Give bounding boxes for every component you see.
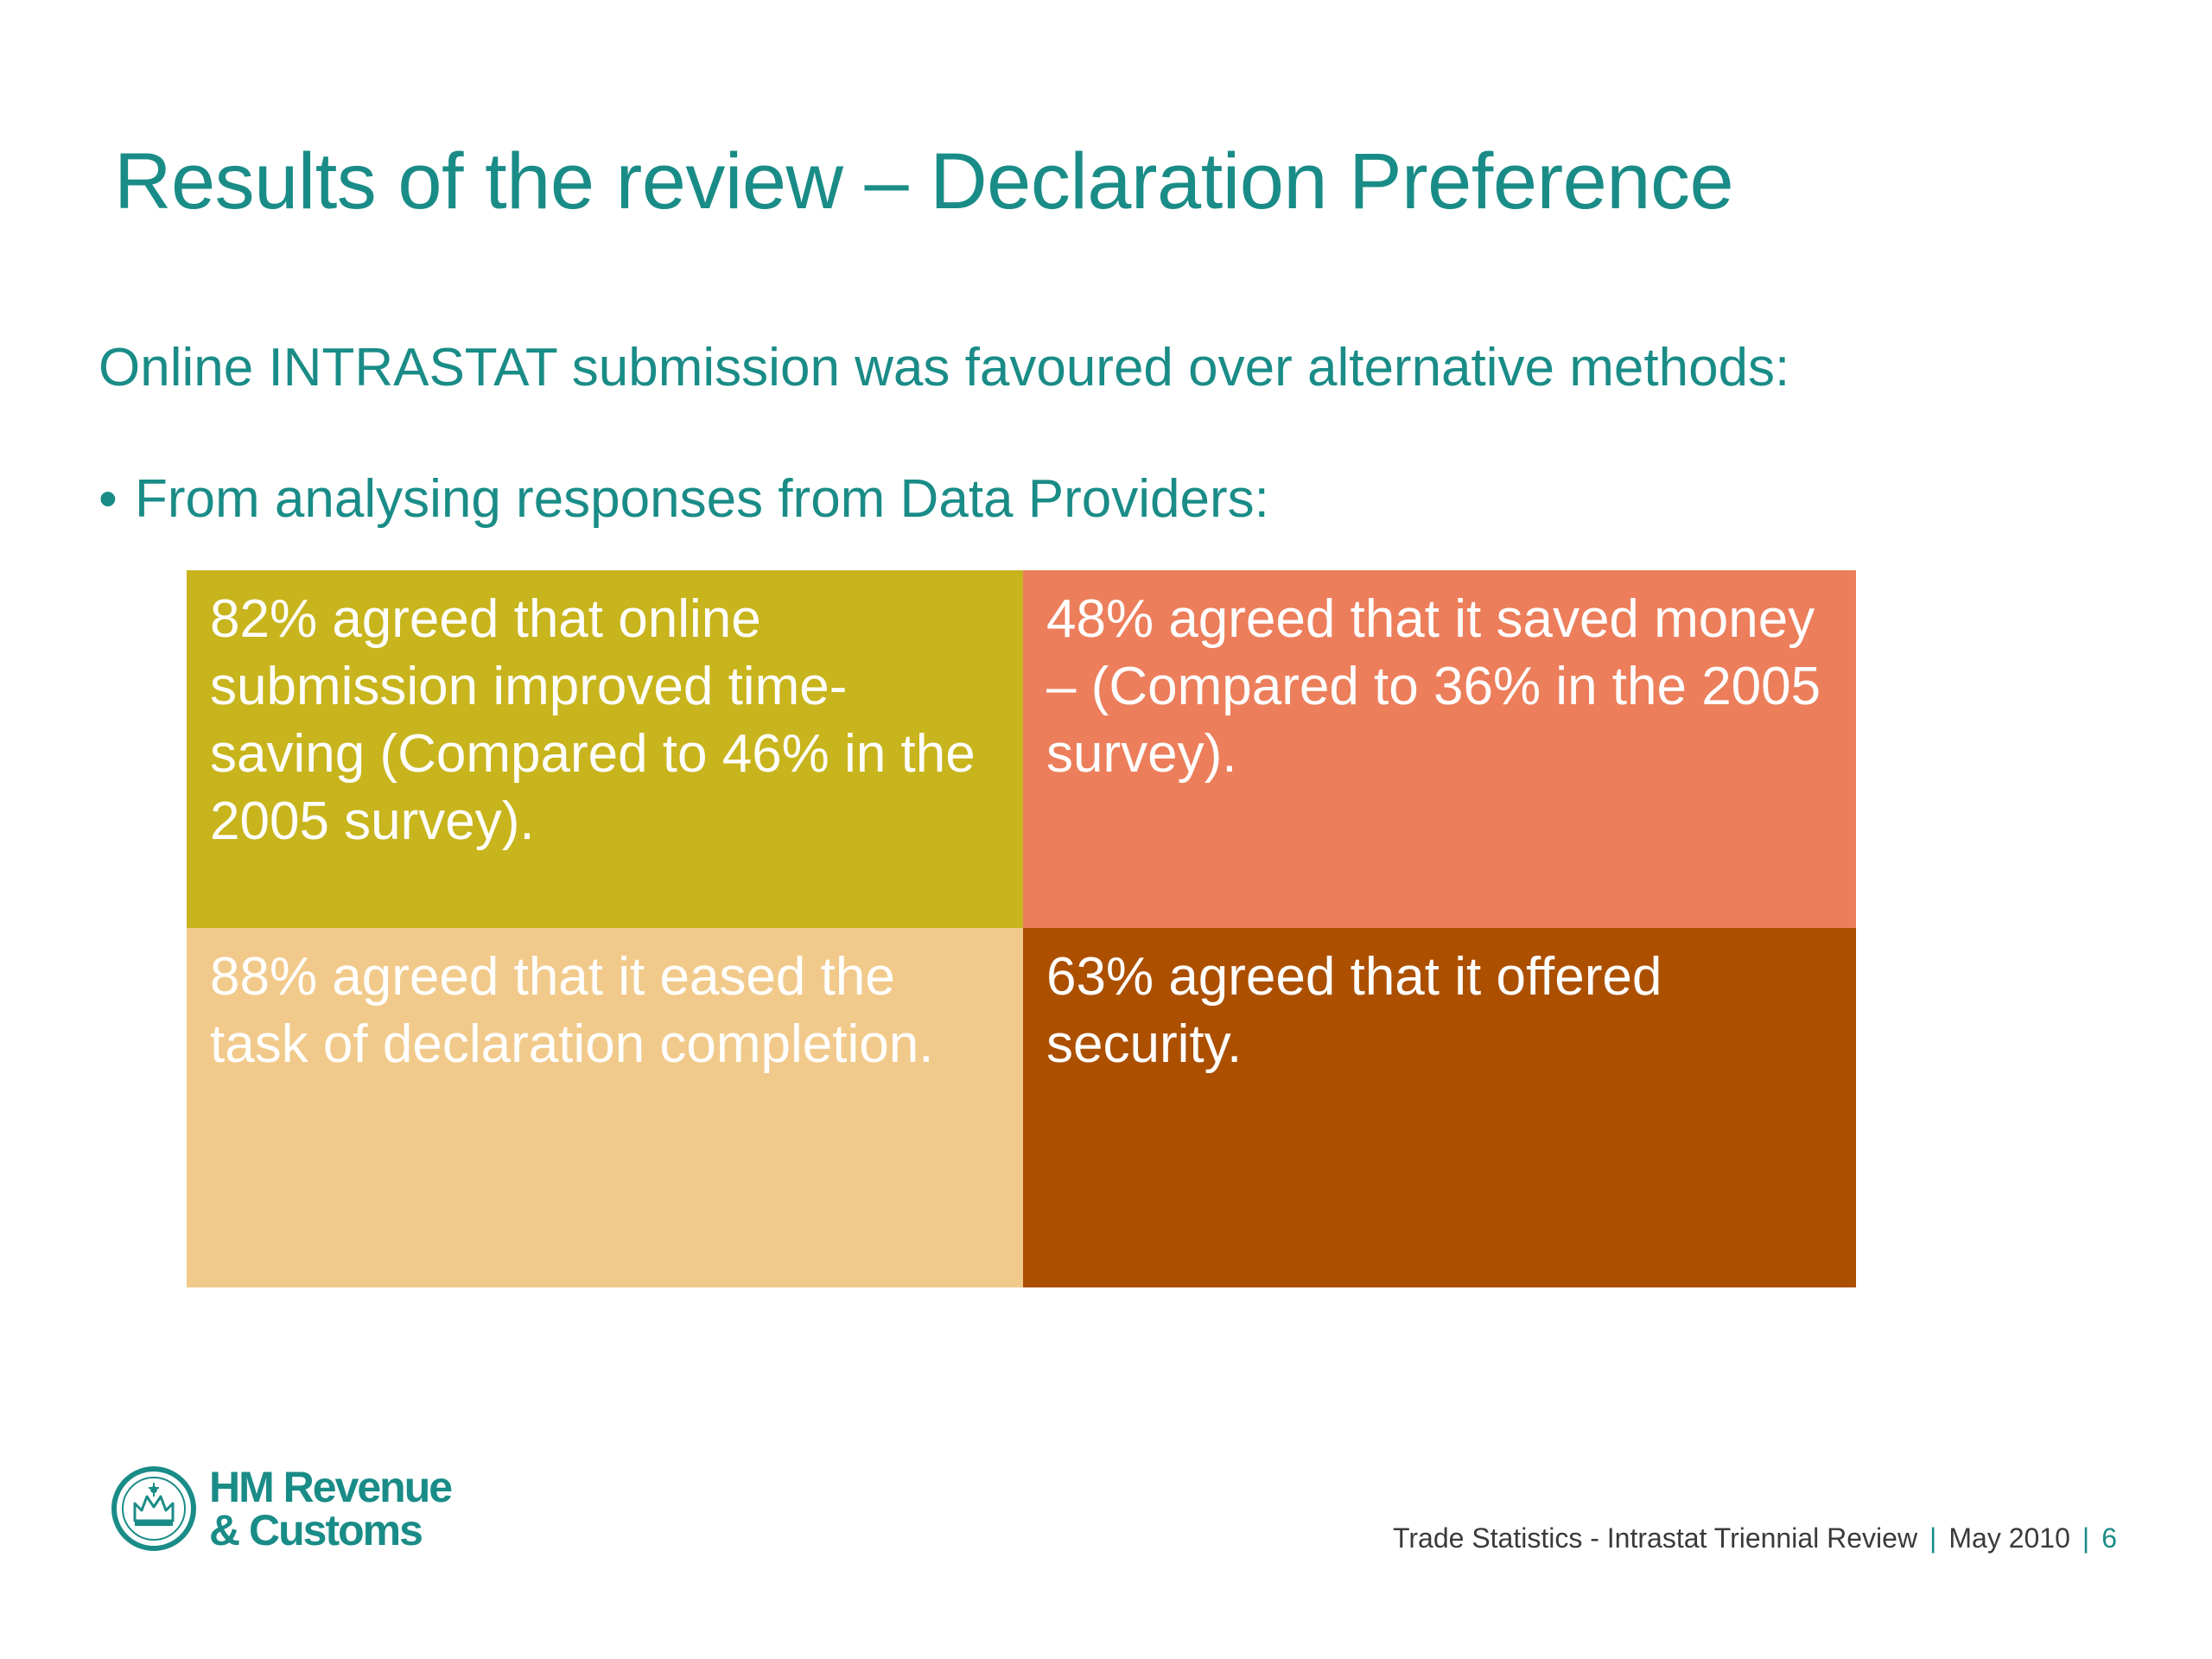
- footer-doc-title: Trade Statistics - Intrastat Triennial R…: [1393, 1522, 1918, 1554]
- logo-wordmark: HM Revenue & Customs: [209, 1463, 453, 1554]
- hmrc-logo: HM Revenue & Customs: [111, 1463, 453, 1554]
- footer-separator: |: [1929, 1522, 1937, 1554]
- bullet-text: From analysing responses from Data Provi…: [135, 469, 1269, 529]
- bullet-item: • From analysing responses from Data Prov…: [99, 468, 1269, 530]
- slide-footer: Trade Statistics - Intrastat Triennial R…: [1393, 1522, 2117, 1554]
- finding-time-saving: 82% agreed that online submission improv…: [187, 570, 1023, 928]
- footer-separator: |: [2082, 1522, 2090, 1554]
- slide-subtitle: Online INTRASTAT submission was favoured…: [99, 338, 1790, 397]
- logo-line-2: & Customs: [209, 1506, 423, 1554]
- logo-line-1: HM Revenue: [209, 1463, 453, 1511]
- finding-security: 63% agreed that it offered security.: [1023, 928, 1856, 1287]
- footer-page-number: 6: [2101, 1522, 2117, 1554]
- finding-saved-money: 48% agreed that it saved money – (Compar…: [1023, 570, 1856, 928]
- crown-emblem-icon: [111, 1466, 196, 1551]
- findings-grid: 82% agreed that online submission improv…: [187, 570, 1856, 1287]
- footer-date: May 2010: [1948, 1522, 2070, 1554]
- finding-eased-task: 88% agreed that it eased the task of dec…: [187, 928, 1023, 1287]
- slide-title: Results of the review – Declaration Pref…: [114, 137, 1734, 226]
- bullet-marker: •: [99, 469, 118, 529]
